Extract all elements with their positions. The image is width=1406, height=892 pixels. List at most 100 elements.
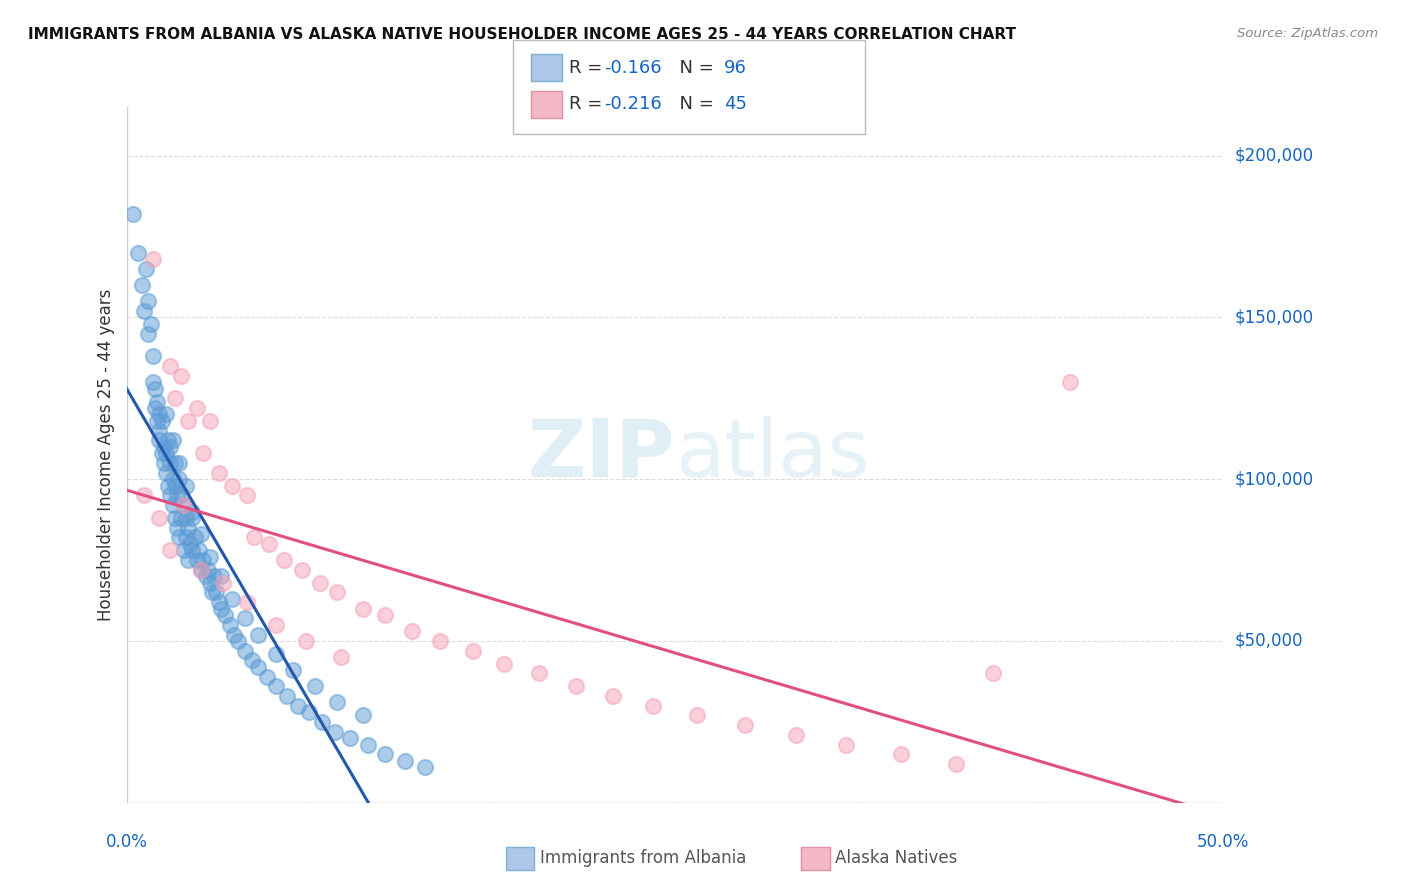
Point: [142, 375, 165, 389]
Point: [218, 617, 240, 632]
Point: [127, 245, 149, 260]
Point: [208, 595, 231, 609]
Point: [209, 601, 232, 615]
Point: [945, 756, 967, 771]
Point: [205, 585, 228, 599]
Point: [138, 294, 160, 309]
Point: [247, 627, 270, 641]
Text: R =: R =: [569, 59, 609, 77]
Point: [330, 650, 353, 665]
Text: atlas: atlas: [675, 416, 869, 494]
Point: [183, 531, 205, 545]
Point: [159, 440, 181, 454]
Point: [157, 478, 180, 492]
Point: [264, 647, 287, 661]
Point: [190, 563, 212, 577]
Point: [208, 466, 231, 480]
Point: [686, 708, 709, 723]
Point: [163, 456, 186, 470]
Text: $50,000: $50,000: [1234, 632, 1303, 650]
Point: [166, 521, 188, 535]
Point: [167, 531, 190, 545]
Point: [323, 724, 346, 739]
Point: [173, 543, 195, 558]
Text: N =: N =: [668, 59, 720, 77]
Text: $100,000: $100,000: [1234, 470, 1313, 488]
Text: 50.0%: 50.0%: [1197, 833, 1250, 851]
Text: 96: 96: [724, 59, 747, 77]
Point: [1059, 375, 1081, 389]
Point: [214, 608, 236, 623]
Point: [394, 754, 416, 768]
Point: [173, 498, 195, 512]
Point: [247, 660, 270, 674]
Text: $150,000: $150,000: [1234, 309, 1313, 326]
Point: [461, 643, 484, 657]
Point: [181, 543, 204, 558]
Point: [150, 446, 173, 460]
Point: [139, 317, 162, 331]
Point: [159, 543, 181, 558]
Point: [146, 414, 169, 428]
Point: [785, 728, 807, 742]
Point: [170, 368, 193, 383]
Point: [159, 359, 181, 373]
Point: [153, 456, 176, 470]
Point: [374, 747, 396, 762]
Point: [212, 575, 235, 590]
Point: [264, 679, 287, 693]
Point: [177, 553, 200, 567]
Point: [326, 696, 349, 710]
Point: [641, 698, 664, 713]
Point: [138, 326, 160, 341]
Point: [202, 569, 225, 583]
Point: [297, 705, 319, 719]
Point: [148, 511, 170, 525]
Point: [228, 634, 250, 648]
Text: R =: R =: [569, 95, 609, 113]
Point: [132, 304, 155, 318]
Y-axis label: Householder Income Ages 25 - 44 years: Householder Income Ages 25 - 44 years: [97, 289, 115, 621]
Point: [163, 511, 186, 525]
Point: [221, 478, 243, 492]
Point: [143, 401, 166, 415]
Text: Immigrants from Albania: Immigrants from Albania: [540, 849, 747, 867]
Point: [295, 634, 318, 648]
Point: [131, 278, 153, 293]
Point: [222, 627, 245, 641]
Point: [264, 617, 287, 632]
Text: Alaska Natives: Alaska Natives: [835, 849, 957, 867]
Point: [186, 401, 208, 415]
Point: [170, 511, 193, 525]
Point: [198, 549, 221, 564]
Point: [190, 563, 212, 577]
Point: [170, 488, 193, 502]
Point: [233, 611, 256, 625]
Point: [187, 543, 209, 558]
Point: [163, 392, 186, 406]
Text: 45: 45: [724, 95, 747, 113]
Point: [122, 207, 145, 221]
Point: [197, 563, 219, 577]
Text: IMMIGRANTS FROM ALBANIA VS ALASKA NATIVE HOUSEHOLDER INCOME AGES 25 - 44 YEARS C: IMMIGRANTS FROM ALBANIA VS ALASKA NATIVE…: [28, 27, 1017, 42]
Point: [166, 488, 188, 502]
Point: [163, 478, 186, 492]
Point: [835, 738, 858, 752]
Point: [201, 585, 224, 599]
Point: [401, 624, 423, 639]
Point: [429, 634, 451, 648]
Point: [221, 591, 243, 606]
Point: [174, 511, 197, 525]
Point: [194, 569, 217, 583]
Point: [162, 434, 184, 448]
Point: [146, 394, 169, 409]
Point: [159, 456, 181, 470]
Text: N =: N =: [668, 95, 720, 113]
Point: [565, 679, 588, 693]
Point: [198, 414, 221, 428]
Point: [181, 504, 204, 518]
Point: [890, 747, 912, 762]
Point: [981, 666, 1004, 681]
Point: [155, 446, 177, 460]
Point: [283, 663, 305, 677]
